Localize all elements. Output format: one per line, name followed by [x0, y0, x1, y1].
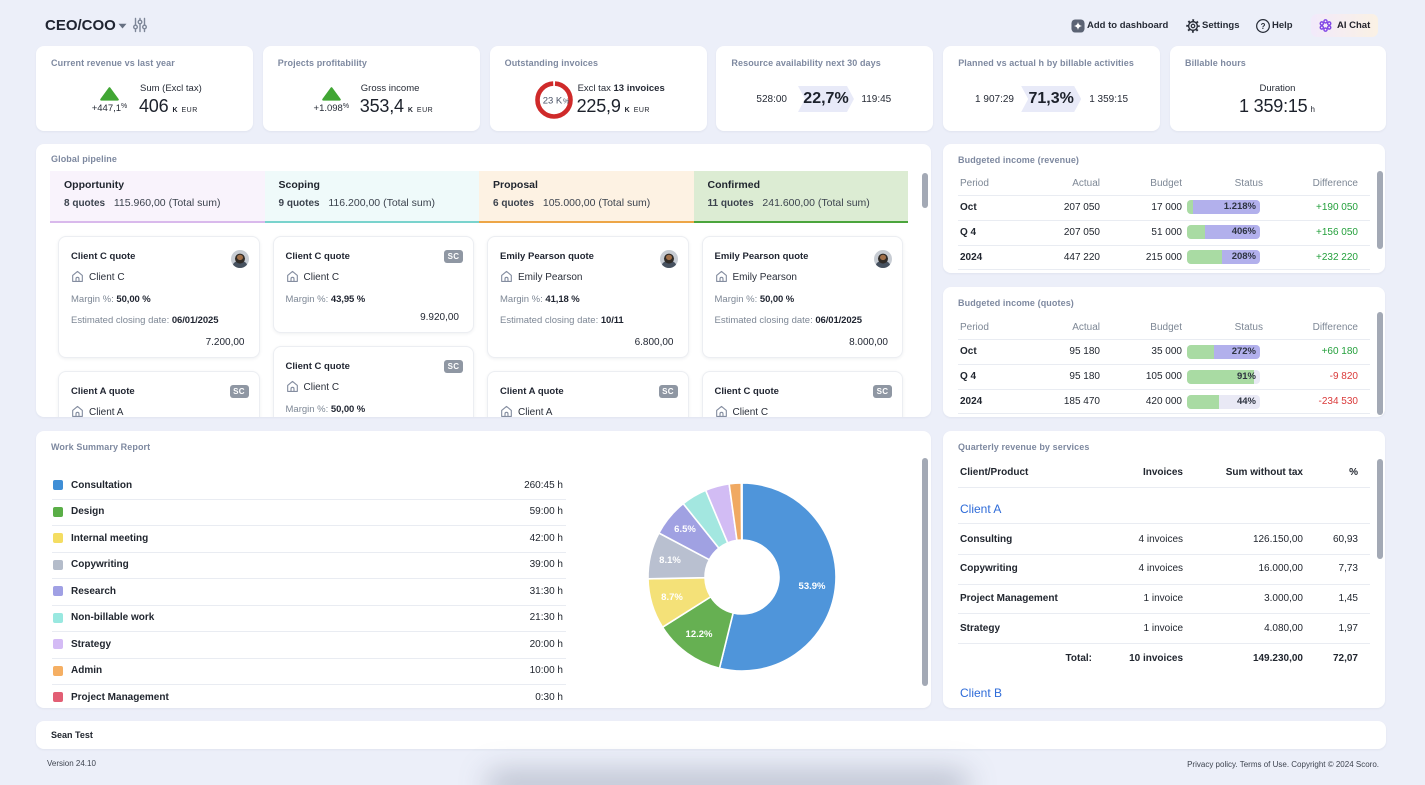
svg-text:6.5%: 6.5%: [674, 524, 696, 535]
svg-text:12.2%: 12.2%: [685, 629, 712, 640]
svg-text:23 K: 23 K: [542, 96, 562, 107]
svg-text:8.7%: 8.7%: [661, 592, 683, 603]
svg-text:8.1%: 8.1%: [659, 555, 681, 566]
svg-text:%: %: [563, 99, 569, 106]
svg-text:?: ?: [1261, 21, 1266, 30]
svg-text:53.9%: 53.9%: [798, 581, 825, 592]
